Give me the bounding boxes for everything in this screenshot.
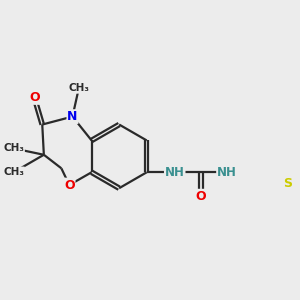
Text: O: O (196, 190, 206, 203)
Text: CH₃: CH₃ (3, 143, 24, 153)
Text: NH: NH (217, 166, 237, 179)
Text: CH₃: CH₃ (3, 167, 24, 177)
Text: S: S (283, 177, 292, 190)
Text: CH₃: CH₃ (68, 83, 89, 93)
Text: NH: NH (165, 166, 185, 179)
Text: O: O (64, 178, 75, 191)
Text: N: N (67, 110, 78, 123)
Text: O: O (29, 91, 40, 104)
